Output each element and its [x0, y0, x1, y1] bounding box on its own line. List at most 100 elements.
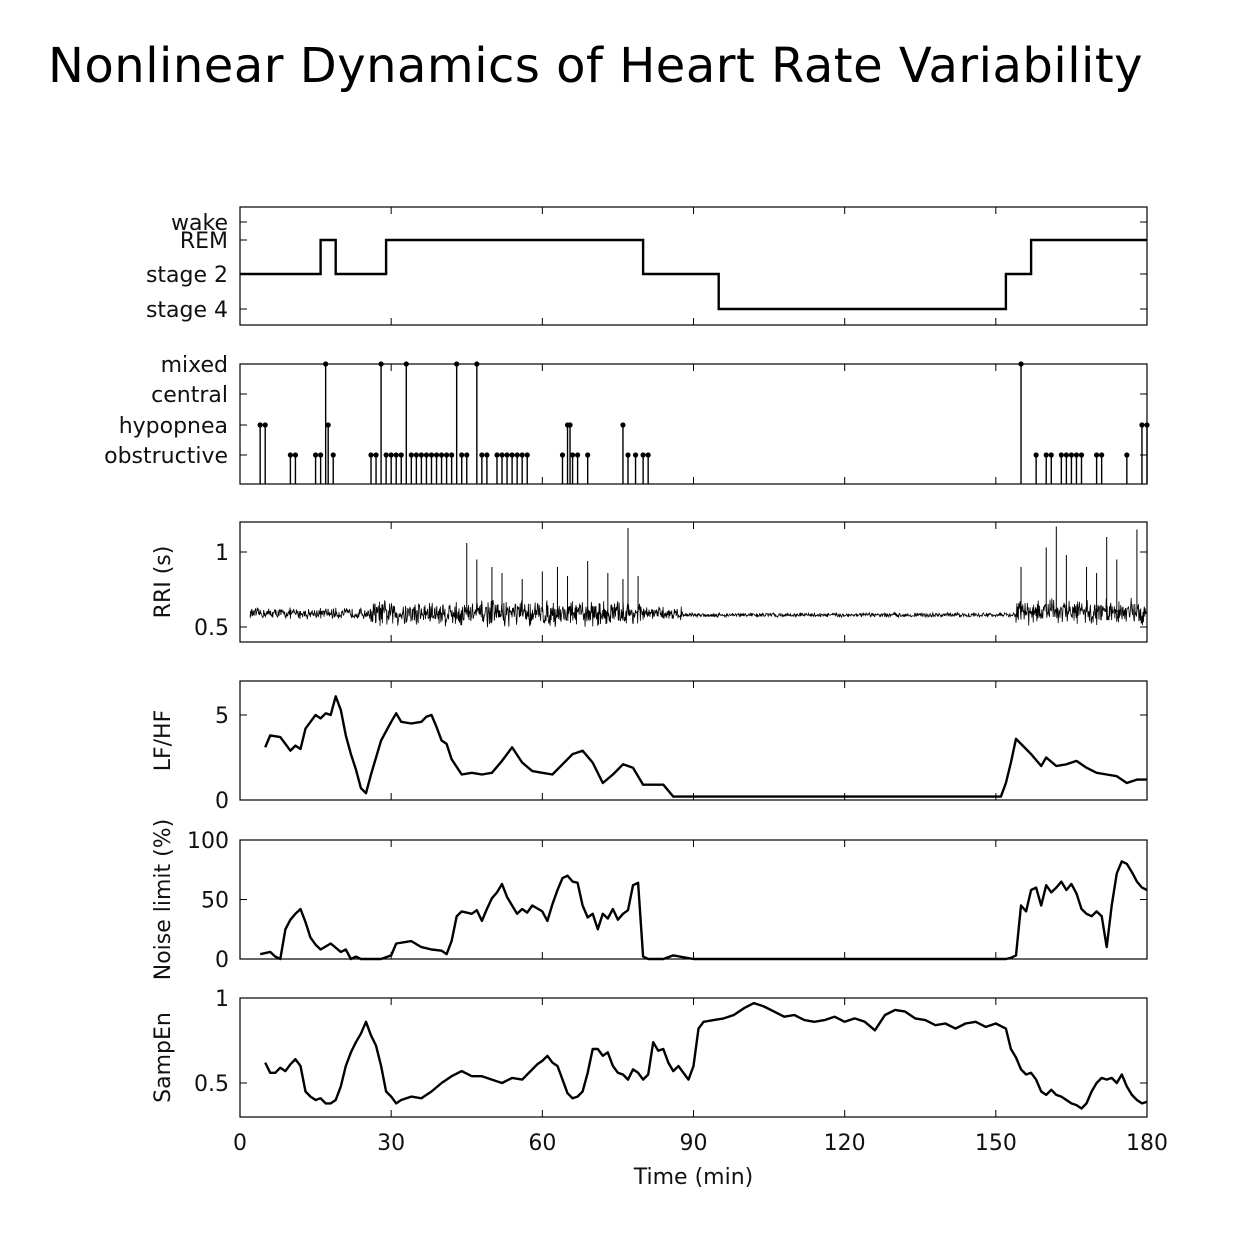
apnea-event-marker [403, 361, 409, 367]
y-category-label: central [151, 383, 228, 408]
y-category-label: obstructive [104, 444, 228, 469]
y-category-label: REM [180, 229, 228, 254]
plot-frame-lfhf [239, 680, 1148, 801]
apnea-event-marker [257, 422, 263, 428]
y-tick-label: 1 [215, 541, 229, 566]
plot-frame-sleep [239, 206, 1148, 326]
apnea-event-marker [499, 452, 505, 458]
y-tick-label: 0.5 [194, 616, 229, 641]
x-tick-label: 90 [680, 1131, 708, 1156]
panel-noise: 0 50 100 Noise limit (%) [151, 819, 1148, 980]
apnea-event-marker [413, 452, 419, 458]
y-axis-label: LF/HF [151, 710, 176, 772]
y-tick-label: 0 [215, 948, 229, 973]
apnea-event-marker [567, 422, 573, 428]
apnea-event-marker [1139, 422, 1145, 428]
apnea-event-marker [454, 361, 460, 367]
y-category-label: stage 2 [146, 263, 228, 288]
panel-rri: 0.5 1 RRI (s) [151, 521, 1148, 643]
apnea-event-marker [418, 452, 424, 458]
apnea-event-marker [318, 452, 324, 458]
apnea-event-marker [373, 452, 379, 458]
x-tick-label: 150 [975, 1131, 1017, 1156]
y-axis-label: SampEn [151, 1012, 176, 1103]
lfhf-series-line [264, 695, 1147, 798]
apnea-event-marker [1078, 452, 1085, 458]
apnea-event-marker [1058, 452, 1064, 458]
apnea-event-marker [509, 452, 515, 458]
apnea-event-marker [1063, 452, 1069, 458]
y-category-label: stage 4 [146, 298, 228, 323]
plot-frame-noise [239, 839, 1148, 960]
apnea-event-marker [524, 452, 530, 458]
apnea-event-marker [569, 452, 576, 458]
panel-lfhf: 0 5 LF/HF [151, 680, 1148, 814]
apnea-event-marker [1018, 361, 1024, 367]
apnea-event-marker [1033, 452, 1039, 458]
apnea-event-marker [632, 452, 639, 458]
y-tick-label: 5 [215, 704, 229, 729]
x-tick-label: 30 [377, 1131, 405, 1156]
noise-series-line [259, 860, 1148, 961]
apnea-event-marker [438, 452, 445, 458]
apnea-event-marker [408, 452, 414, 458]
plot-frame-rri [239, 521, 1148, 643]
apnea-event-marker [645, 452, 651, 458]
apnea-event-marker [378, 361, 384, 367]
y-axis-label: Noise limit (%) [151, 819, 176, 980]
apnea-event-marker [1144, 422, 1150, 428]
apnea-event-marker [484, 452, 490, 458]
y-tick-label: 0.5 [194, 1072, 229, 1097]
apnea-event-marker [585, 452, 591, 458]
apnea-event-marker [325, 422, 331, 428]
y-category-label: mixed [161, 353, 228, 378]
apnea-event-marker [620, 422, 626, 428]
apnea-event-marker [1043, 452, 1049, 458]
apnea-event-marker [459, 452, 465, 458]
y-tick-label: 1 [215, 987, 229, 1012]
apnea-event-marker [514, 452, 520, 458]
y-category-label: hypopnea [119, 414, 228, 439]
x-tick-label: 120 [824, 1131, 866, 1156]
apnea-event-marker [494, 452, 500, 458]
apnea-event-marker [292, 452, 299, 458]
sampen-series-line [264, 1001, 1148, 1110]
apnea-event-marker [1099, 452, 1105, 458]
apnea-event-marker [312, 452, 319, 458]
apnea-event-marker [368, 452, 374, 458]
panel-sampen: 0.5 1 SampEn [151, 987, 1148, 1118]
x-axis: 0 30 60 90 120 150 180 Time (min) [233, 1131, 1168, 1190]
apnea-event-marker [519, 452, 525, 458]
apnea-event-marker [575, 452, 581, 458]
apnea-event-marker [393, 452, 399, 458]
y-category-label: wake [171, 211, 228, 236]
apnea-event-marker [640, 452, 646, 458]
apnea-event-marker [474, 361, 480, 367]
apnea-event-marker [330, 452, 336, 458]
sleep-stage-line [240, 238, 1147, 311]
apnea-event-marker [504, 452, 510, 458]
apnea-event-marker [1068, 452, 1075, 458]
apnea-event-marker [398, 452, 404, 458]
apnea-event-marker [449, 452, 455, 458]
chart-title: Nonlinear Dynamics of Heart Rate Variabi… [48, 38, 1144, 94]
apnea-event-marker [464, 452, 470, 458]
apnea-event-marker [1073, 452, 1080, 458]
y-axis-label: RRI (s) [151, 546, 176, 619]
x-tick-label: 60 [528, 1131, 556, 1156]
apnea-event-marker [479, 452, 485, 458]
x-tick-label: 0 [233, 1131, 247, 1156]
rri-series-line [249, 597, 1147, 628]
apnea-event-marker [625, 452, 631, 458]
y-tick-label: 100 [187, 829, 229, 854]
x-axis-label: Time (min) [633, 1165, 754, 1190]
apnea-event-marker [388, 452, 394, 458]
apnea-event-marker [559, 452, 566, 458]
panel-apnea: mixed central hypopnea obstructive [104, 353, 1150, 485]
apnea-event-marker [383, 452, 389, 458]
apnea-event-marker [428, 452, 435, 458]
apnea-event-marker [1048, 452, 1054, 458]
